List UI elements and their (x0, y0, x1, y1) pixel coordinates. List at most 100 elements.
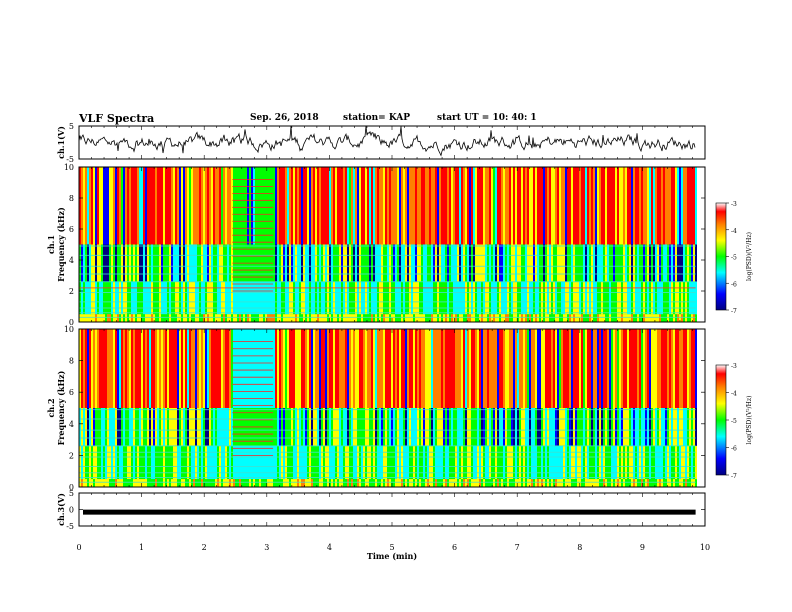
spectrogram-column (419, 408, 421, 446)
spectrogram-column (283, 408, 285, 446)
spectrogram-column (393, 167, 395, 245)
spectrogram-column (565, 329, 567, 408)
spectrogram-column (585, 445, 587, 480)
spectrogram-column (427, 167, 429, 245)
spectrogram-column (131, 329, 133, 408)
spectrogram-column (425, 244, 427, 282)
spectrogram-column (605, 167, 607, 245)
spectrogram-column (275, 479, 277, 487)
spectrogram-column (427, 244, 429, 282)
spectrogram-column (605, 244, 607, 282)
spectrogram-column (361, 408, 363, 446)
spectrogram-column (599, 445, 601, 480)
spectrogram-column (415, 314, 417, 322)
spectrogram-column (271, 314, 273, 322)
spectrogram-column (453, 167, 455, 245)
spectrogram-column (647, 408, 649, 446)
spectrogram-column (201, 281, 203, 315)
spectrogram-column (143, 445, 145, 480)
spectrogram-column (383, 329, 385, 408)
spectrogram-column (645, 408, 647, 446)
spectrogram-column (183, 445, 185, 480)
spectrogram-column (523, 167, 525, 245)
spectrogram-column (467, 329, 469, 408)
spectrogram-column (417, 244, 419, 282)
spectrogram-column (191, 281, 193, 315)
spectrogram-column (685, 445, 687, 480)
spectrogram-column (293, 408, 295, 446)
spectrogram-column (391, 445, 393, 480)
spectrogram-column (331, 329, 333, 408)
spectrogram-column (153, 408, 155, 446)
spectrogram-column (117, 314, 119, 322)
spectrogram-column (315, 329, 317, 408)
spectrogram-column (499, 167, 501, 245)
spectrogram-column (163, 445, 165, 480)
y-tick-label: 8 (69, 357, 74, 366)
spectrogram-column (223, 445, 225, 480)
y-axis-label: ch.3(V) (56, 493, 66, 526)
spectrogram-column (517, 445, 519, 480)
spectrogram-column (307, 479, 309, 487)
spectrogram-column (279, 314, 281, 322)
spectrogram-column (219, 479, 221, 487)
spectrogram-column (353, 244, 355, 282)
spectrogram-column (423, 445, 425, 480)
spectrogram-column (143, 167, 145, 245)
spectrogram-column (277, 408, 279, 446)
spectrogram-column (243, 445, 245, 480)
spectrogram-column (347, 408, 349, 446)
spectrogram-column (445, 329, 447, 408)
spectrogram-column (273, 408, 275, 446)
spectrogram-column (629, 314, 631, 322)
spectrogram-column (451, 167, 453, 245)
colorbar-tick-label: -6 (731, 281, 737, 288)
spectrogram-column (279, 244, 281, 282)
spectrogram-column (193, 281, 195, 315)
spectrogram-column (565, 314, 567, 322)
spectrogram-column (311, 445, 313, 480)
spectrogram-column (423, 408, 425, 446)
spectrogram-column (269, 445, 271, 480)
spectrogram-column (89, 329, 91, 408)
spectrogram-column (283, 167, 285, 245)
spectrogram-column (623, 281, 625, 315)
spectrogram-column (605, 314, 607, 322)
spectrogram-column (479, 244, 481, 282)
spectrogram-column (635, 329, 637, 408)
spectrogram-column (393, 479, 395, 487)
spectrogram-column (429, 479, 431, 487)
spectrogram-column (133, 314, 135, 322)
spectrogram-column (649, 244, 651, 282)
spectrogram-column (579, 167, 581, 245)
spectrogram-column (177, 244, 179, 282)
spectrogram-column (613, 281, 615, 315)
spectrogram-column (597, 479, 599, 487)
spectrogram-column (603, 244, 605, 282)
spectrogram-column (599, 167, 601, 245)
spectrogram-column (251, 167, 253, 245)
spectrogram-column (109, 281, 111, 315)
spectrogram-column (121, 479, 123, 487)
spectrogram-column (103, 281, 105, 315)
colorbar-label: log(PSD)(V²/Hz) (746, 232, 753, 281)
spectrogram-column (679, 314, 681, 322)
spectrogram-column (535, 479, 537, 487)
spectrogram-column (555, 167, 557, 245)
spectrogram-column (327, 281, 329, 315)
spectrogram-column (81, 479, 83, 487)
spectrogram-column (613, 314, 615, 322)
spectrogram-column (269, 479, 271, 487)
spectrogram-column (455, 479, 457, 487)
spectrogram-column (359, 445, 361, 480)
spectrogram-column (683, 408, 685, 446)
spectrogram-column (525, 167, 527, 245)
spectrogram-column (515, 244, 517, 282)
y-tick-label: 5 (69, 122, 74, 131)
spectrogram-column (357, 281, 359, 315)
spectrogram-column (301, 479, 303, 487)
spectrogram-column (651, 244, 653, 282)
spectrogram-column (457, 281, 459, 315)
spectrogram-column (89, 167, 91, 245)
spectrogram-column (207, 314, 209, 322)
